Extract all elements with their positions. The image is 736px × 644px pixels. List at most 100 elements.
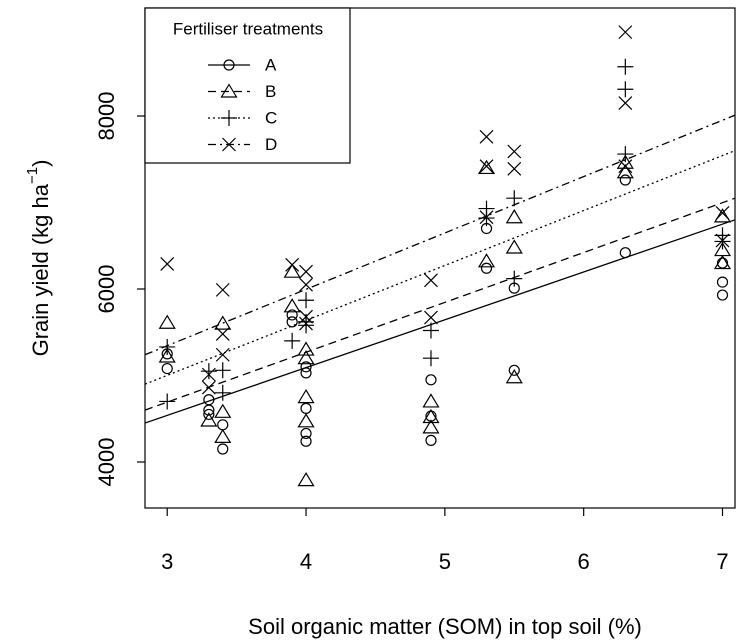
y-tick-label: 8000: [94, 92, 119, 141]
point-triangle: [713, 208, 732, 223]
point-plus: [506, 270, 523, 287]
point-plus: [284, 332, 301, 349]
point-circle: [217, 419, 229, 431]
point-cross: [479, 159, 494, 174]
point-circle: [203, 408, 215, 421]
point-cross: [618, 159, 633, 174]
y-axis-label-end: ): [28, 160, 53, 167]
point-cross: [215, 282, 230, 297]
point-plus: [159, 393, 176, 410]
point-cross: [424, 273, 438, 288]
point-triangle: [477, 253, 496, 268]
point-triangle: [200, 412, 218, 427]
point-cross: [160, 257, 175, 271]
point-circle: [425, 374, 437, 386]
point-circle: [203, 404, 215, 416]
fit-line: [145, 219, 736, 424]
y-axis-label-text: Grain yield (kg ha: [28, 183, 53, 356]
y-tick-label: 4000: [94, 438, 119, 487]
legend-box: [144, 7, 351, 164]
point-cross: [215, 347, 230, 362]
point-circle: [619, 174, 631, 186]
point-triangle: [505, 209, 523, 224]
point-circle: [161, 362, 173, 375]
point-cross: [715, 233, 730, 248]
point-circle: [300, 361, 312, 373]
point-triangle: [422, 393, 440, 408]
point-cross: [299, 277, 313, 292]
point-triangle: [158, 314, 176, 329]
point-cross: [299, 309, 313, 324]
point-cross: [299, 264, 313, 279]
point-plus: [617, 81, 634, 98]
fit-line: [145, 114, 736, 356]
x-tick-label: 6: [578, 549, 590, 574]
fit-line: [145, 150, 736, 385]
point-triangle: [297, 471, 315, 487]
point-triangle: [297, 350, 315, 365]
point-triangle: [477, 159, 496, 175]
point-triangle: [214, 428, 232, 444]
point-cross: [479, 129, 494, 144]
point-plus: [214, 362, 231, 379]
point-circle: [716, 257, 729, 269]
legend-label: D: [265, 135, 277, 154]
point-plus: [422, 350, 439, 367]
point-plus: [714, 233, 731, 250]
point-triangle: [505, 239, 523, 254]
point-plus: [506, 190, 523, 207]
point-triangle: [214, 315, 232, 330]
point-cross: [299, 316, 313, 331]
point-circle: [480, 262, 493, 274]
point-circle: [425, 434, 437, 446]
legend-marker: [221, 110, 237, 126]
legend-marker: [222, 137, 236, 152]
legend-marker: [223, 59, 235, 71]
point-plus: [200, 363, 217, 380]
point-plus: [617, 146, 634, 163]
point-circle: [716, 289, 729, 301]
point-circle: [300, 402, 312, 414]
legend-label: A: [265, 55, 277, 74]
point-plus: [159, 338, 176, 355]
x-axis-label: Soil organic matter (SOM) in top soil (%…: [248, 614, 642, 639]
point-circle: [300, 367, 312, 379]
point-circle: [619, 247, 631, 259]
point-plus: [617, 58, 634, 75]
point-triangle: [283, 263, 301, 278]
point-triangle: [505, 369, 523, 384]
point-cross: [424, 310, 438, 325]
x-tick-label: 4: [300, 549, 312, 574]
fit-line: [145, 197, 736, 411]
point-plus: [214, 384, 231, 401]
point-cross: [201, 367, 216, 382]
point-cross: [618, 96, 633, 110]
point-cross: [618, 25, 633, 40]
legend-title: Fertiliser treatments: [173, 19, 323, 38]
point-circle: [716, 276, 729, 288]
point-cross: [715, 205, 730, 220]
x-tick-label: 3: [161, 549, 173, 574]
point-cross: [215, 327, 230, 341]
point-circle: [286, 316, 298, 328]
point-plus: [298, 292, 315, 309]
point-circle: [508, 364, 520, 376]
x-tick-label: 7: [716, 549, 728, 574]
legend-label: C: [265, 108, 277, 127]
point-triangle: [297, 388, 315, 404]
point-triangle: [616, 164, 634, 179]
point-circle: [300, 427, 312, 440]
point-triangle: [297, 341, 315, 356]
point-triangle: [158, 348, 176, 363]
point-cross: [201, 380, 216, 395]
y-axis-label-sup: −1: [24, 167, 41, 184]
x-tick-label: 5: [439, 549, 451, 574]
y-axis-label: Grain yield (kg ha−1): [24, 160, 53, 357]
point-triangle: [422, 419, 440, 434]
point-circle: [300, 435, 312, 447]
point-cross: [479, 210, 494, 225]
point-cross: [507, 144, 522, 159]
legend-marker: [220, 83, 238, 98]
point-triangle: [422, 408, 440, 424]
